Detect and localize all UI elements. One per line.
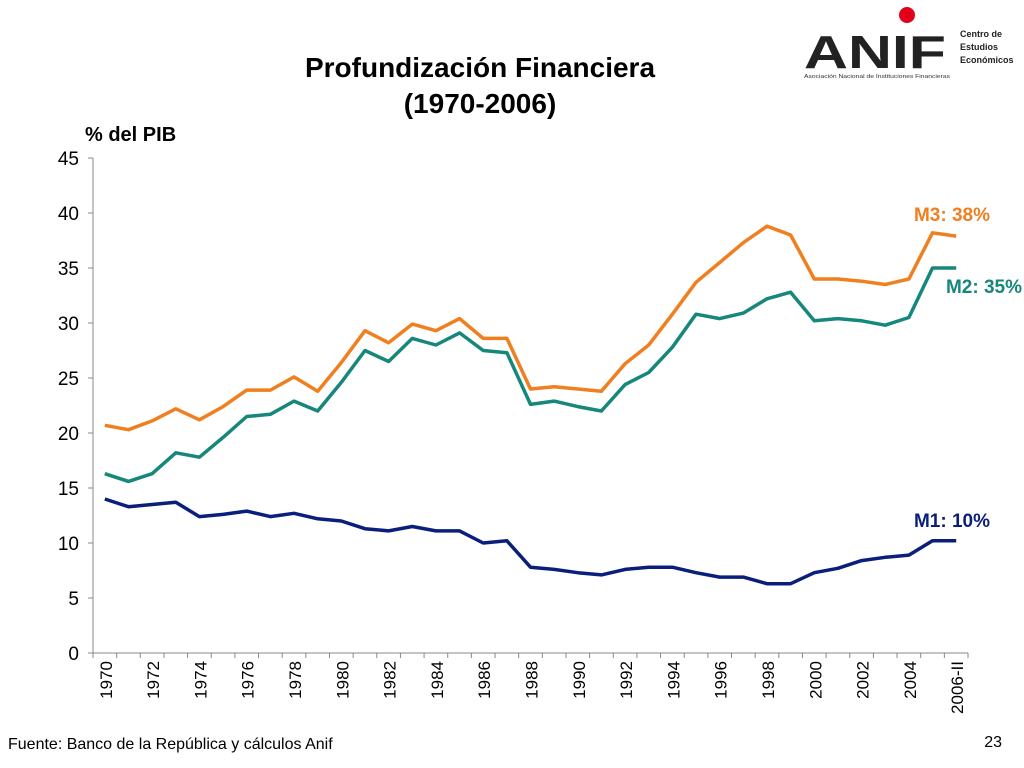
- y-tick-label: 10: [58, 534, 79, 555]
- x-tick-label: 1982: [381, 661, 400, 699]
- logo-accent-dot: [899, 7, 915, 23]
- x-tick-label: 1994: [664, 661, 683, 699]
- chart-title-line-1: Profundización Financiera: [304, 52, 656, 83]
- chart-title-line-2: (1970-2006): [403, 88, 557, 119]
- chart-title: Profundización Financiera (1970-2006): [230, 50, 730, 122]
- series-label-m3: M3: 38%: [914, 205, 990, 226]
- x-tick-label: 2004: [901, 661, 920, 699]
- y-axis-label: % del PIB: [85, 124, 176, 146]
- page-number: 23: [984, 734, 1002, 751]
- y-tick-label: 25: [58, 369, 79, 390]
- x-tick-label: 2006-II: [948, 661, 967, 714]
- x-tick-label: 1990: [570, 661, 589, 699]
- x-tick-label: 1998: [759, 661, 778, 699]
- x-tick-label: 1996: [712, 661, 731, 699]
- series-line-m1: [104, 497, 957, 586]
- x-tick-label: 1974: [191, 661, 210, 699]
- x-tick-label: 1970: [97, 661, 116, 699]
- logo-side-text-3: Económicos: [960, 55, 1014, 65]
- x-tick-label: 1978: [286, 661, 305, 699]
- series-label-m1: M1: 10%: [914, 511, 990, 532]
- logo-side-text-1: Centro de: [960, 29, 1002, 39]
- y-tick-label: 35: [58, 259, 79, 280]
- x-tick-label: 2000: [806, 661, 825, 699]
- y-tick-label: 5: [68, 589, 79, 610]
- x-tick-label: 1972: [144, 661, 163, 699]
- source-footnote: Fuente: Banco de la República y cálculos…: [8, 736, 333, 753]
- logo-subtitle: Asociación Nacional de Instituciones Fin…: [804, 74, 950, 80]
- series-line-m2: [104, 266, 957, 484]
- x-tick-label: 1976: [239, 661, 258, 699]
- logo-side-text-2: Estudios: [960, 42, 998, 52]
- y-tick-label: 30: [58, 314, 79, 335]
- x-tick-label: 1984: [428, 661, 447, 699]
- y-tick-label: 15: [58, 479, 79, 500]
- y-tick-label: 20: [58, 424, 79, 445]
- series-label-m2: M2: 35%: [946, 277, 1022, 298]
- x-tick-label: 1988: [523, 661, 542, 699]
- y-tick-label: 0: [68, 644, 79, 665]
- x-tick-label: 1986: [475, 661, 494, 699]
- anif-logo: ANIF Asociación Nacional de Institucione…: [804, 7, 1014, 80]
- x-tick-label: 1980: [333, 661, 352, 699]
- logo-wordmark: ANIF: [804, 26, 946, 78]
- y-tick-label: 40: [58, 204, 79, 225]
- x-tick-label: 2002: [854, 661, 873, 699]
- x-tick-label: 1992: [617, 661, 636, 699]
- series-line-m3: [104, 224, 957, 432]
- y-tick-label: 45: [58, 149, 79, 170]
